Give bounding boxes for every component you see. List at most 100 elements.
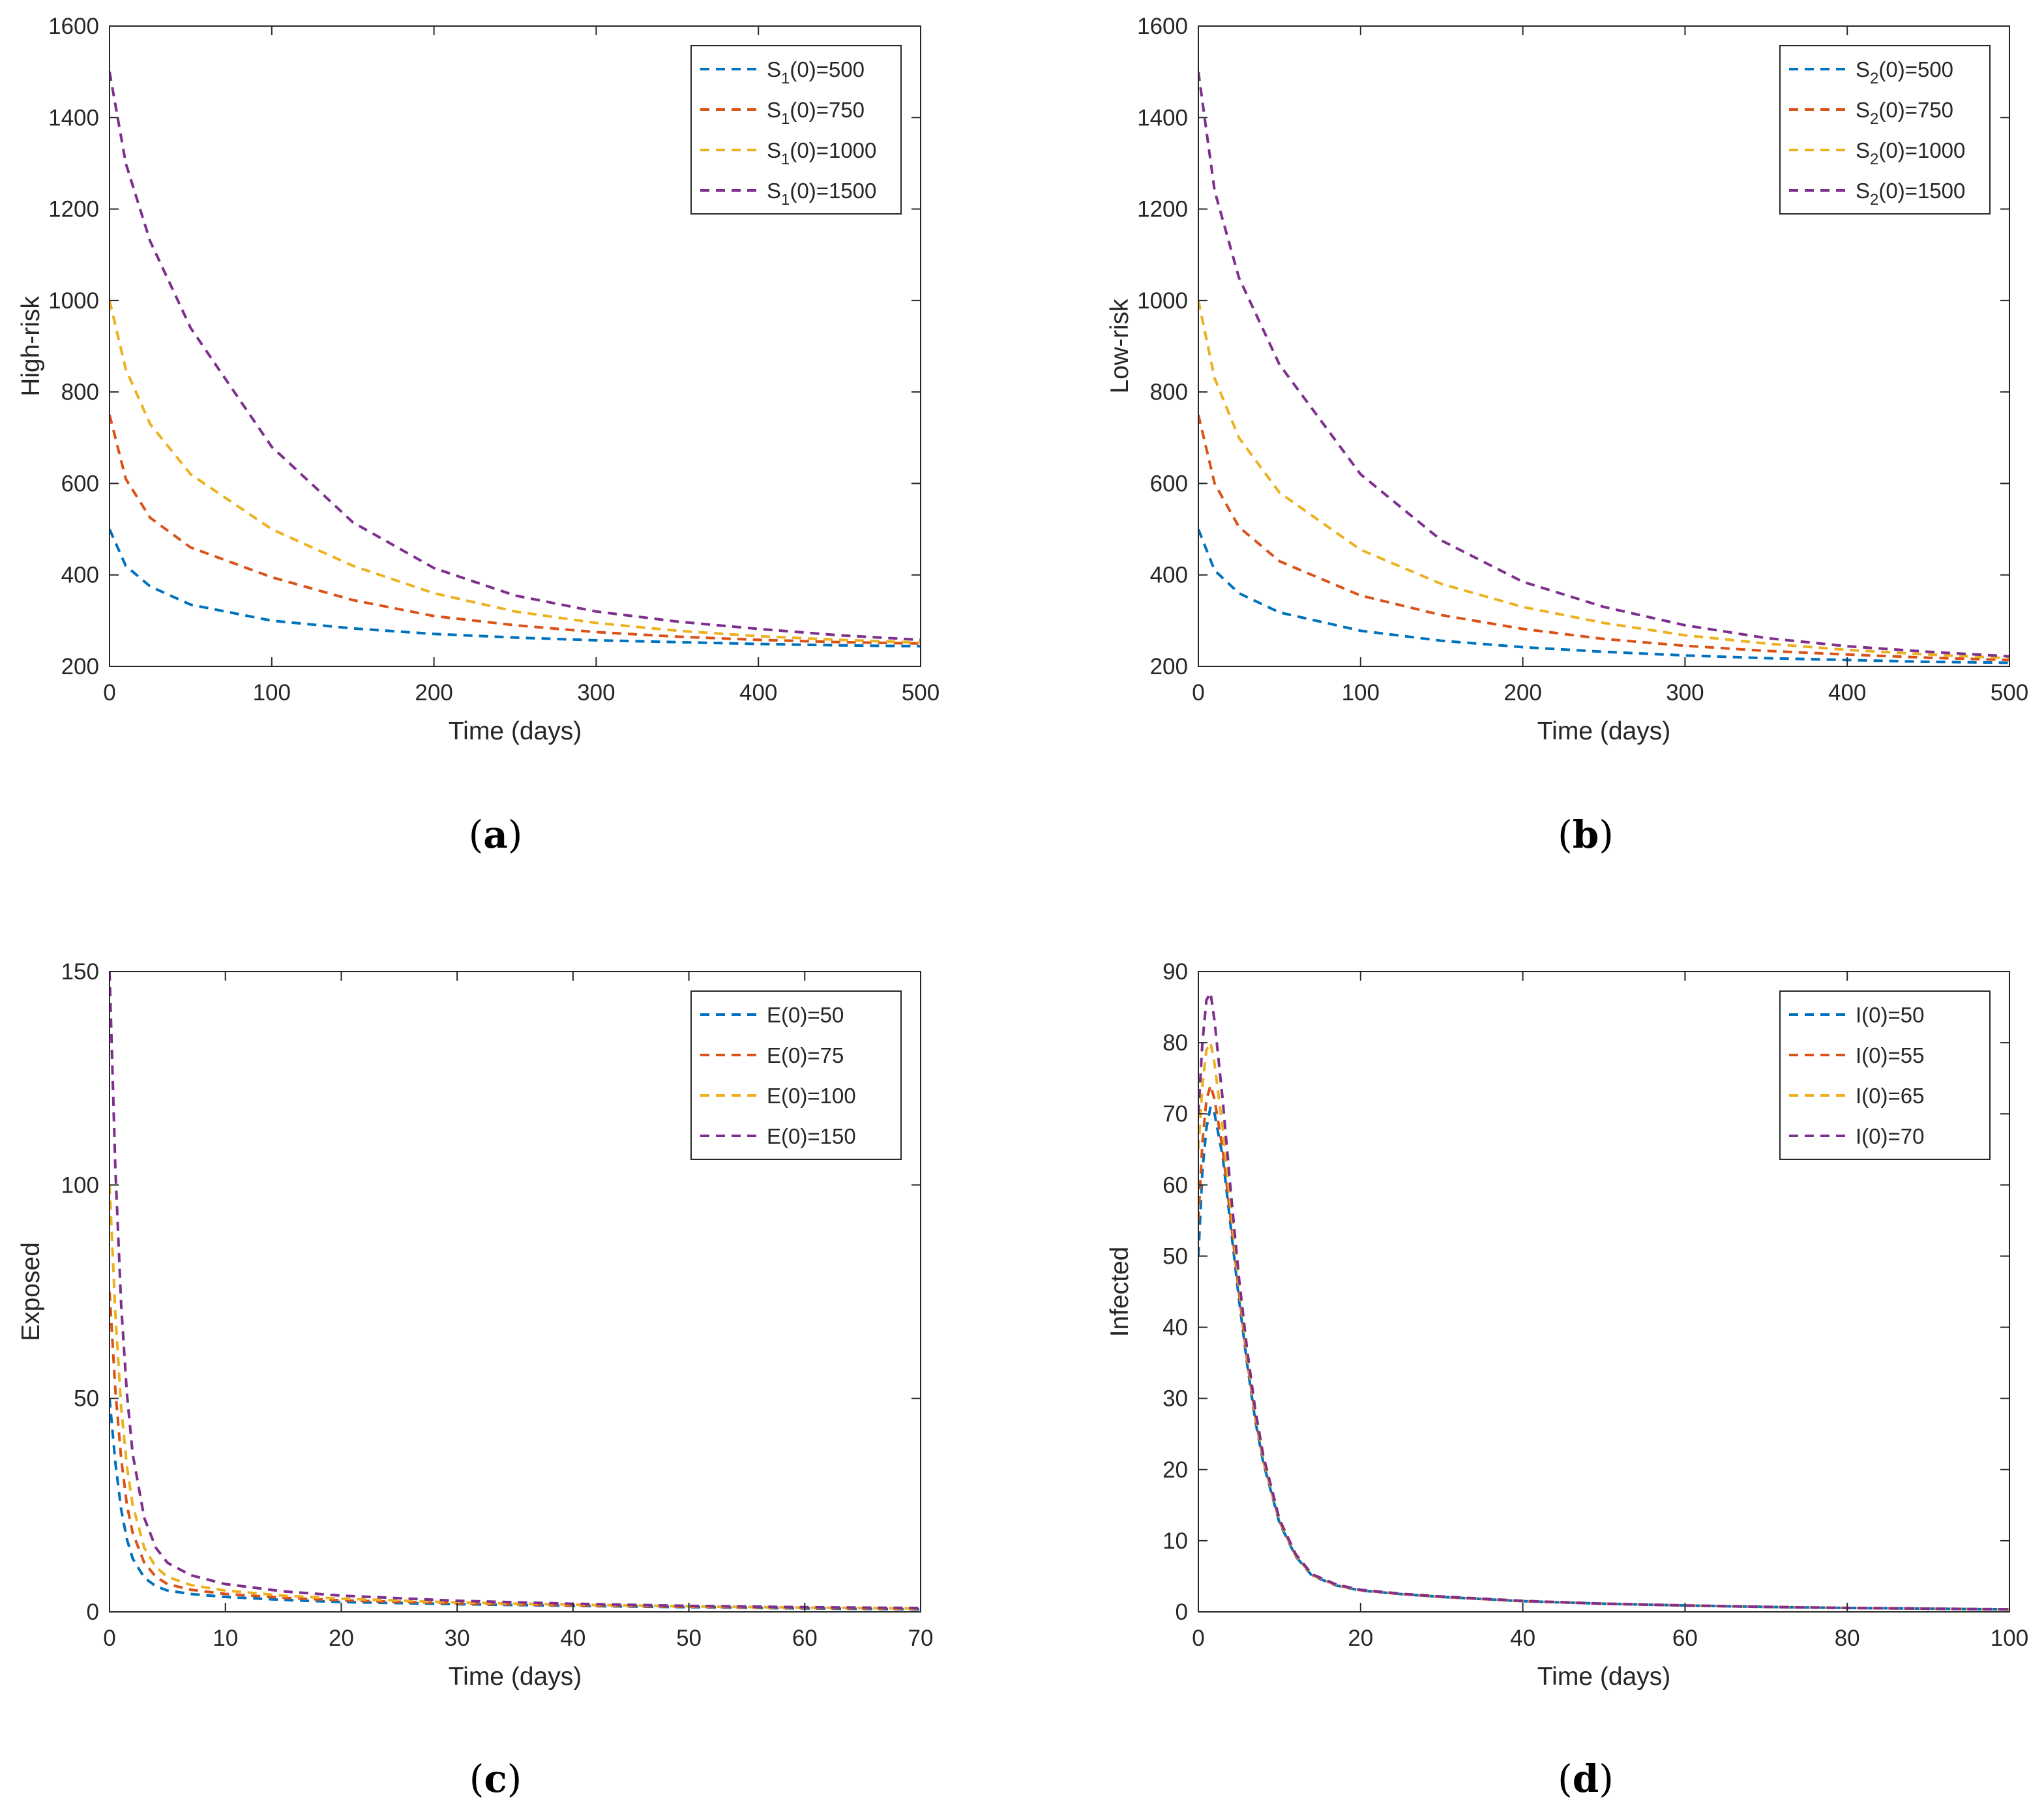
- axes-box: [109, 25, 921, 667]
- legend-box: [690, 990, 902, 1160]
- x-tick-label: 50: [676, 1626, 702, 1651]
- chart-panel-a: 0 100 200 300 400 500 200 400 600 800 1000 1200 1400…: [17, 14, 940, 857]
- legend-box: [1779, 990, 1991, 1160]
- y-tick-label: 600: [1150, 471, 1188, 496]
- chart-panel-b: 0 100 200 300 400 500 200 400 600 800 1000 1200 1400…: [1106, 14, 2028, 857]
- x-tick-label: 400: [1828, 680, 1866, 706]
- x-tick-label: 40: [560, 1626, 585, 1651]
- x-tick-label: 100: [1991, 1626, 2028, 1651]
- y-tick-label: 10: [1163, 1528, 1188, 1554]
- legend-entry: S1(0)=1500: [767, 179, 876, 209]
- y-tick-label: 150: [61, 959, 99, 985]
- x-tick-label: 300: [577, 680, 615, 706]
- panel-caption: (d): [1558, 1757, 1614, 1801]
- x-tick-label: 0: [1192, 680, 1204, 706]
- series-lines: [110, 972, 921, 1611]
- legend: S1(0)=500 S1(0)=750 S1(0)=1000 S1(0)=1500: [690, 45, 902, 215]
- legend-entry: S1(0)=500: [767, 57, 865, 87]
- legend-entry: S2(0)=750: [1856, 98, 1953, 128]
- legend-entry: I(0)=55: [1856, 1043, 1924, 1067]
- series-line-2: [110, 414, 921, 645]
- x-axis-label: Time (days): [449, 717, 582, 745]
- x-axis-label: Time (days): [1537, 717, 1670, 745]
- legend-entry: I(0)=65: [1856, 1084, 1924, 1108]
- chart-panel-c: 0 10 20 30 40 50 60 70 0 50 100 150 Time (days) Expos…: [17, 959, 933, 1801]
- x-tick-label: 0: [1192, 1626, 1204, 1651]
- y-tick-label: 200: [1150, 654, 1188, 679]
- y-tick-label: 50: [74, 1386, 99, 1412]
- panel-caption: (c): [469, 1757, 522, 1801]
- x-axis-label: Time (days): [1537, 1663, 1670, 1691]
- x-tick-label: 400: [739, 680, 777, 706]
- y-tick-label: 1400: [48, 105, 99, 130]
- series-line-1: [110, 528, 921, 648]
- panel-caption: (a): [469, 812, 523, 857]
- y-axis-label: Infected: [1106, 1247, 1134, 1337]
- x-tick-label: 500: [902, 680, 940, 706]
- y-tick-label: 90: [1163, 959, 1188, 985]
- series-line-4: [110, 972, 921, 1610]
- legend-entry: E(0)=50: [767, 1003, 844, 1027]
- legend: E(0)=50 E(0)=75 E(0)=100 E(0)=150: [690, 990, 902, 1160]
- y-tick-label: 80: [1163, 1030, 1188, 1056]
- y-tick-label: 1200: [1137, 197, 1188, 222]
- x-tick-label: 300: [1666, 680, 1704, 706]
- axes-box: [1198, 971, 2010, 1613]
- legend-entry: E(0)=150: [767, 1124, 856, 1148]
- y-tick-label: 800: [61, 379, 99, 405]
- x-tick-label: 0: [103, 1626, 115, 1651]
- legend-entry: E(0)=100: [767, 1084, 856, 1108]
- x-tick-label: 100: [1342, 680, 1380, 706]
- series-line-1: [1198, 1105, 2009, 1611]
- axes-box: [109, 971, 921, 1613]
- y-tick-label: 30: [1163, 1386, 1188, 1412]
- y-tick-label: 200: [61, 654, 99, 679]
- x-tick-label: 0: [103, 680, 115, 706]
- series-lines: [110, 71, 921, 648]
- y-tick-label: 400: [1150, 563, 1188, 588]
- legend: I(0)=50 I(0)=55 I(0)=65 I(0)=70: [1779, 990, 1991, 1160]
- y-axis-label: Low-risk: [1106, 299, 1134, 394]
- x-tick-label: 20: [1348, 1626, 1373, 1651]
- series-line-3: [110, 300, 921, 644]
- y-tick-label: 600: [61, 471, 99, 496]
- legend-entry: S1(0)=1000: [767, 138, 876, 168]
- series-line-3: [1198, 300, 2009, 660]
- series-line-1: [110, 1398, 921, 1611]
- x-tick-label: 500: [1991, 680, 2028, 706]
- x-tick-label: 20: [329, 1626, 354, 1651]
- series-line-2: [1198, 414, 2009, 662]
- y-tick-label: 70: [1163, 1101, 1188, 1127]
- series-line-4: [1198, 71, 2009, 658]
- chart-panel-d: 0 20 40 60 80 100 0 10 20 30 40 50 60 70 80 90 Time (day…: [1106, 959, 2028, 1801]
- legend-entry: I(0)=50: [1856, 1003, 1924, 1027]
- legend-entry: S2(0)=1500: [1856, 179, 1965, 209]
- y-tick-label: 40: [1163, 1315, 1188, 1341]
- y-tick-label: 60: [1163, 1172, 1188, 1198]
- x-tick-label: 200: [1503, 680, 1541, 706]
- legend-entry: S2(0)=1000: [1856, 138, 1965, 168]
- legend-entry: E(0)=75: [767, 1043, 844, 1067]
- y-tick-label: 1200: [48, 197, 99, 222]
- y-axis-label: High-risk: [17, 296, 45, 396]
- x-tick-label: 40: [1510, 1626, 1535, 1651]
- legend-entry: S1(0)=750: [767, 98, 865, 128]
- x-tick-label: 60: [792, 1626, 818, 1651]
- x-tick-label: 30: [445, 1626, 470, 1651]
- x-tick-label: 100: [253, 680, 291, 706]
- y-tick-label: 0: [1176, 1599, 1188, 1625]
- y-tick-label: 400: [61, 563, 99, 588]
- chart-panels: 0 100 200 300 400 500200400600800100012001400…: [17, 14, 2028, 1801]
- y-tick-label: 1600: [1137, 14, 1188, 39]
- y-tick-label: 1400: [1137, 105, 1188, 130]
- legend-box: [690, 45, 902, 215]
- y-tick-label: 800: [1150, 379, 1188, 405]
- y-tick-label: 20: [1163, 1457, 1188, 1483]
- y-tick-label: 1000: [48, 288, 99, 314]
- x-axis-label: Time (days): [449, 1663, 582, 1691]
- series-line-4: [110, 71, 921, 642]
- x-tick-label: 200: [415, 680, 452, 706]
- y-tick-label: 1600: [48, 14, 99, 39]
- x-tick-label: 80: [1835, 1626, 1860, 1651]
